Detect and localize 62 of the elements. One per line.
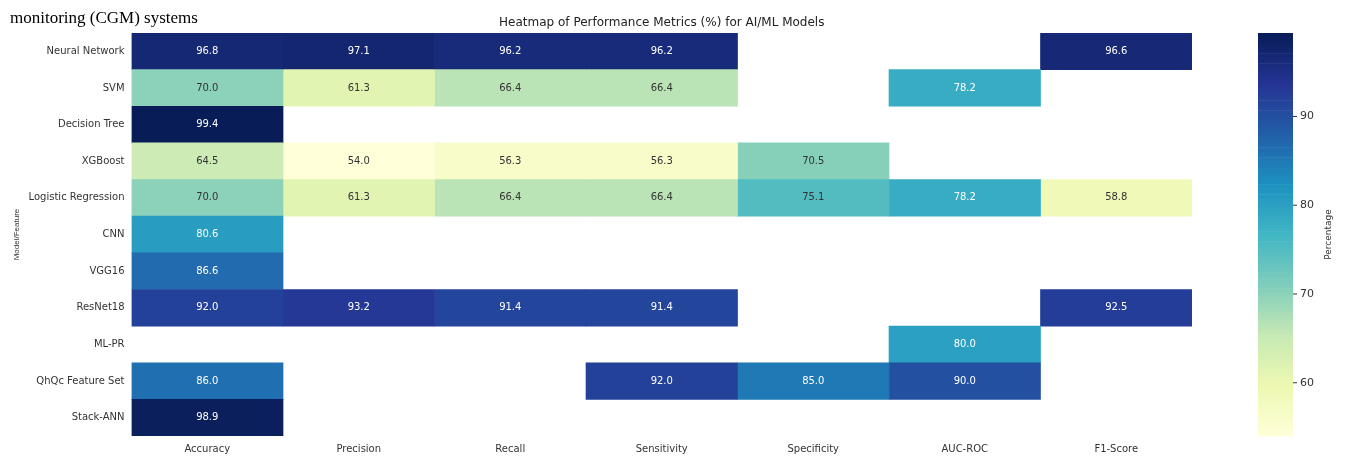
x-tick-label: Accuracy [184, 442, 231, 454]
data-label: 80.0 [953, 338, 976, 349]
data-label: 98.9 [196, 411, 219, 423]
data-label: 70.0 [196, 191, 219, 203]
y-tick-label: CNN [102, 228, 125, 240]
data-label: 78.2 [953, 191, 976, 203]
data-label: 86.6 [196, 264, 219, 276]
data-label: 91.4 [499, 301, 522, 313]
y-tick-label: XGBoost [81, 154, 125, 166]
data-label: 92.5 [1105, 301, 1128, 313]
x-tick-label: Recall [495, 442, 526, 454]
x-tick-label: AUC-ROC [941, 442, 989, 454]
data-label: 78.2 [953, 81, 976, 93]
y-tick-label: Logistic Regression [28, 191, 125, 203]
data-label: 70.0 [196, 81, 219, 93]
y-tick-label: VGG16 [89, 264, 125, 276]
y-tick-label: Neural Network [46, 44, 125, 56]
data-label: 75.1 [802, 191, 825, 203]
data-label: 58.8 [1105, 191, 1128, 203]
x-tick-label: Specificity [787, 442, 840, 454]
data-label: 80.6 [196, 228, 219, 240]
data-label: 66.4 [650, 191, 673, 203]
color-bar-label: 70 [1300, 286, 1314, 300]
x-tick-label: F1-Score [1094, 442, 1139, 454]
data-label: 96.8 [196, 44, 219, 56]
data-label: 99.4 [196, 118, 219, 130]
data-label: 61.3 [347, 81, 370, 93]
color-bar-label: 60 [1300, 375, 1314, 389]
data-label: 90.0 [953, 374, 976, 386]
y-tick-label: SVM [102, 81, 125, 93]
data-label: 54.0 [347, 154, 370, 166]
data-label: 66.4 [499, 191, 522, 203]
y-tick-label: Stack-ANN [71, 411, 125, 423]
data-label: 61.3 [347, 191, 370, 203]
data-label: 96.2 [499, 44, 522, 56]
x-tick-label: Precision [336, 442, 382, 454]
data-label: 96.2 [650, 44, 673, 56]
data-label: 56.3 [650, 154, 673, 166]
y-axis-title: Model/Feature [12, 208, 21, 261]
data-label: 56.3 [499, 154, 522, 166]
color-bar-label: 90 [1300, 109, 1314, 123]
y-tick-label: ResNet18 [76, 301, 125, 313]
data-label: 86.0 [196, 374, 219, 386]
text: monitoring (CGM) systems [10, 7, 198, 27]
y-tick-label: QhQc Feature Set [36, 374, 125, 386]
y-tick-label: Decision Tree [57, 118, 125, 130]
data-label: 70.5 [802, 154, 825, 166]
data-label: 92.0 [650, 374, 673, 386]
chart-title: Heatmap of Performance Metrics (%) for AI/ML Models [499, 15, 825, 30]
data-label: 66.4 [499, 81, 522, 93]
data-label: 91.4 [650, 301, 673, 313]
color-bar-title: Percentage [1323, 208, 1334, 260]
data-label: 64.5 [196, 154, 219, 166]
color-bar-label: 80 [1300, 198, 1314, 212]
data-label: 66.4 [650, 81, 673, 93]
data-label: 96.6 [1105, 44, 1128, 56]
data-label: 93.2 [347, 301, 370, 313]
data-label: 85.0 [802, 374, 825, 386]
data-label: 97.1 [347, 44, 370, 56]
x-tick-label: Sensitivity [635, 442, 688, 454]
data-label: 92.0 [196, 301, 219, 313]
y-tick-label: ML-PR [93, 338, 125, 349]
